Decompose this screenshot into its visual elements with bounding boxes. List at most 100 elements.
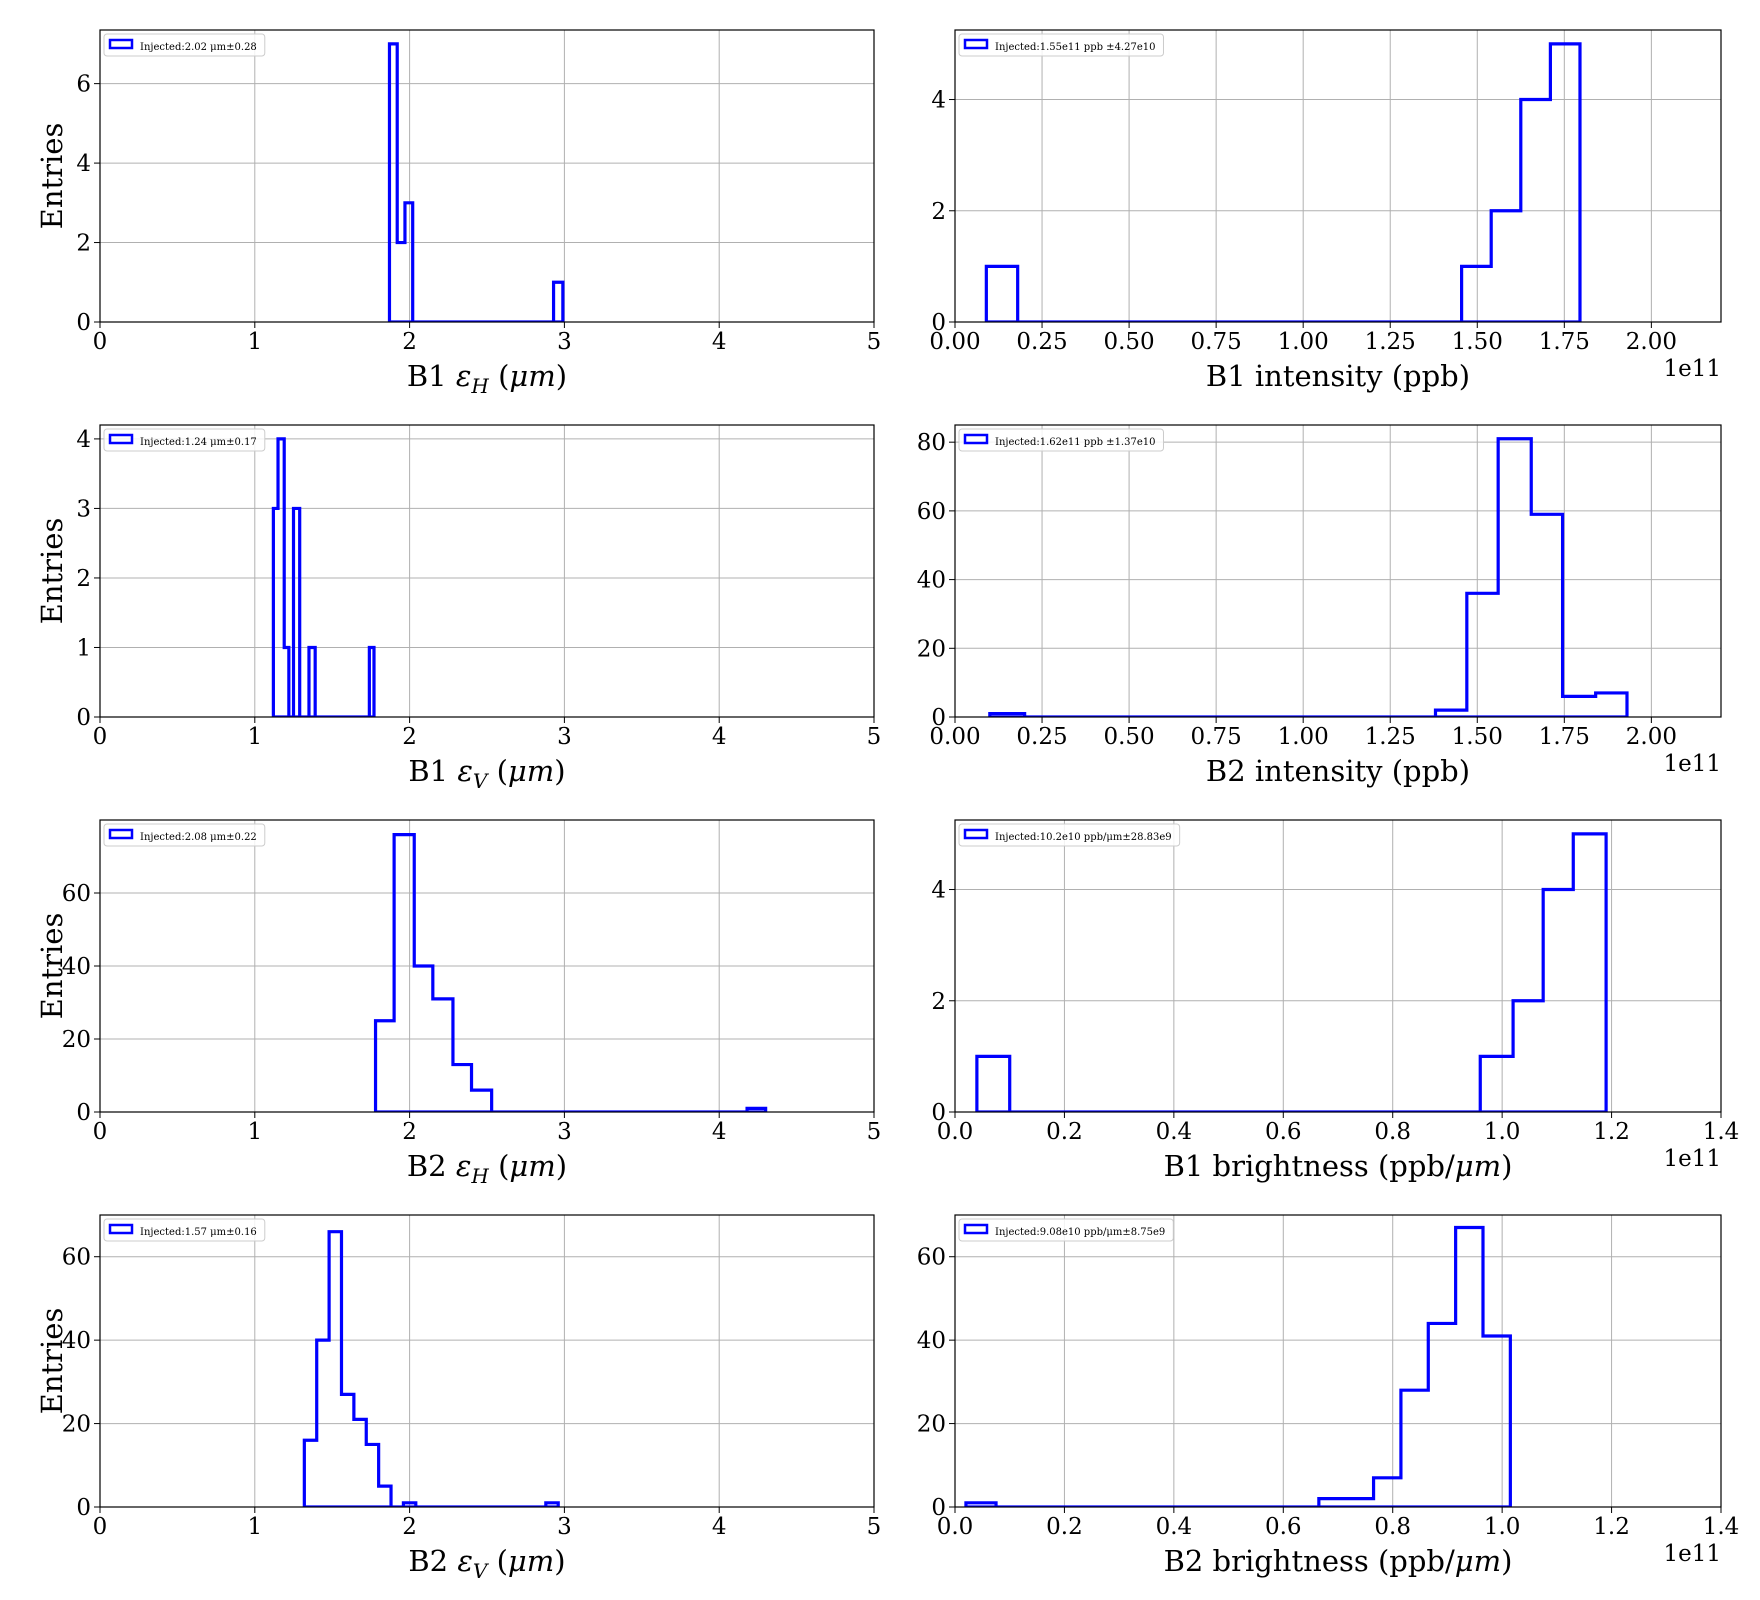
- y-tick-label: 20: [62, 1412, 91, 1438]
- legend: Injected:10.2e10 ppb/μm±28.83e9: [958, 823, 1181, 847]
- histogram-panel: 0.0 0.2 0.4 0.6 0.8 1.0 1.2 1.4 0 20 40 60 B2 bright…: [917, 1214, 1740, 1578]
- x-tick-label: 3: [557, 1514, 572, 1540]
- x-tick-label: 2.00: [1626, 724, 1677, 750]
- legend: Injected:1.57 μm±0.16: [103, 1218, 266, 1242]
- axes-frame: [99, 29, 875, 323]
- axes-frame: [99, 1214, 875, 1508]
- legend-entry-label: Injected:2.08 μm±0.22: [140, 832, 257, 843]
- x-axis-label: B1 intensity (ppb): [1206, 359, 1470, 393]
- x-tick-label: 4: [712, 329, 727, 355]
- x-tick-label: 0.00: [929, 724, 980, 750]
- legend: Injected:1.62e11 ppb ±1.37e10: [958, 428, 1164, 452]
- x-tick-label: 0.25: [1016, 724, 1067, 750]
- x-tick-label: 5: [867, 1119, 882, 1145]
- y-axis-label: Entries: [35, 1308, 69, 1415]
- x-tick-label: 1.50: [1452, 329, 1503, 355]
- x-tick-label: 0.6: [1265, 1119, 1302, 1145]
- x-axis-label: B2 intensity (ppb): [1206, 754, 1470, 788]
- legend-entry-label: Injected:1.62e11 ppb ±1.37e10: [995, 437, 1155, 448]
- legend-box: [103, 823, 266, 847]
- legend-box: [958, 428, 1164, 452]
- y-tick-label: 60: [917, 1245, 946, 1271]
- x-axis-label: B2 brightness (ppb/μm): [1164, 1544, 1513, 1578]
- x-tick-label: 0.0: [937, 1119, 974, 1145]
- x-tick-label: 2.00: [1626, 329, 1677, 355]
- axis-offset-text: 1e11: [1663, 1146, 1721, 1172]
- histogram-bars: [271, 437, 376, 717]
- y-tick-label: 0: [76, 705, 91, 731]
- legend-swatch: [963, 433, 989, 445]
- legend-entry-label: Injected:9.08e10 ppb/μm±8.75e9: [995, 1227, 1165, 1238]
- legend-swatch: [963, 38, 989, 50]
- x-axis-label: B1 εH (μm): [407, 359, 567, 398]
- x-tick-label: 1: [247, 724, 262, 750]
- y-tick-label: 40: [62, 1328, 91, 1354]
- legend-box: [103, 33, 266, 57]
- x-tick-label: 0.2: [1046, 1514, 1083, 1540]
- x-tick-label: 1.75: [1539, 329, 1590, 355]
- legend-entry-label: Injected:1.24 μm±0.17: [140, 437, 257, 448]
- y-axis-label: Entries: [35, 518, 69, 625]
- x-tick-label: 0.75: [1191, 724, 1242, 750]
- legend-swatch: [963, 828, 989, 840]
- y-tick-label: 60: [62, 881, 91, 907]
- x-axis-label: B1 brightness (ppb/μm): [1164, 1149, 1513, 1183]
- legend: Injected:2.08 μm±0.22: [103, 823, 266, 847]
- axis-offset-text: 1e11: [1663, 356, 1721, 382]
- x-tick-label: 1.2: [1593, 1514, 1630, 1540]
- axes-frame: [954, 1214, 1722, 1508]
- x-tick-label: 0.0: [937, 1514, 974, 1540]
- x-tick-label: 5: [867, 329, 882, 355]
- y-tick-label: 60: [62, 1245, 91, 1271]
- x-tick-label: 0.8: [1374, 1119, 1411, 1145]
- axes-frame: [99, 424, 875, 718]
- y-tick-label: 1: [76, 635, 91, 661]
- legend-entry-label: Injected:1.57 μm±0.16: [140, 1227, 257, 1238]
- y-tick-label: 2: [931, 989, 946, 1015]
- histogram-bars: [387, 42, 565, 322]
- x-tick-label: 1.4: [1703, 1514, 1740, 1540]
- x-tick-label: 1.75: [1539, 724, 1590, 750]
- axes-frame: [954, 819, 1722, 1113]
- y-tick-label: 0: [76, 310, 91, 336]
- y-tick-label: 6: [76, 72, 91, 98]
- legend: Injected:1.55e11 ppb ±4.27e10: [958, 33, 1164, 57]
- histogram-bars: [975, 832, 1608, 1112]
- x-tick-label: 5: [867, 724, 882, 750]
- histogram-panel: 0 1 2 3 4 5 0 20 40 60 B2 εV (μm) Entries Injected:1…: [35, 1214, 881, 1583]
- histogram-panel: 0 1 2 3 4 5 0 20 40 60 B2 εH (μm) Entries Injected:2…: [35, 819, 882, 1188]
- x-tick-label: 1.0: [1484, 1119, 1521, 1145]
- y-tick-label: 20: [917, 1412, 946, 1438]
- y-tick-label: 2: [76, 566, 91, 592]
- legend-box: [103, 1218, 266, 1242]
- axes-frame: [954, 424, 1722, 718]
- y-tick-label: 2: [76, 231, 91, 257]
- y-tick-label: 80: [917, 430, 946, 456]
- y-tick-label: 20: [62, 1027, 91, 1053]
- y-tick-label: 4: [931, 88, 946, 114]
- x-tick-label: 0.25: [1016, 329, 1067, 355]
- x-tick-label: 4: [712, 724, 727, 750]
- axes-frame: [954, 29, 1722, 323]
- x-tick-label: 1.4: [1703, 1119, 1740, 1145]
- x-tick-label: 1.0: [1484, 1514, 1521, 1540]
- x-tick-label: 0.4: [1156, 1119, 1193, 1145]
- x-tick-label: 0.4: [1156, 1514, 1193, 1540]
- histogram-bars: [984, 42, 1582, 322]
- x-tick-label: 1.50: [1452, 724, 1503, 750]
- y-tick-label: 4: [76, 151, 91, 177]
- legend-box: [958, 1218, 1174, 1242]
- y-tick-label: 0: [931, 1495, 946, 1521]
- x-tick-label: 1: [247, 1514, 262, 1540]
- y-axis-label: Entries: [35, 123, 69, 230]
- y-tick-label: 0: [931, 310, 946, 336]
- x-tick-label: 3: [557, 1119, 572, 1145]
- x-axis-label: B1 εV (μm): [408, 754, 565, 793]
- x-tick-label: 0.50: [1103, 724, 1154, 750]
- y-tick-label: 40: [62, 954, 91, 980]
- x-axis-label: B2 εV (μm): [408, 1544, 565, 1583]
- histogram-panel: 0 1 2 3 4 5 0 1 2 3 4 B1 εV (μm) Entries Injected:1.2…: [35, 424, 882, 793]
- x-tick-label: 1.25: [1365, 329, 1416, 355]
- histogram-panel: 0.00 0.25 0.50 0.75 1.00 1.25 1.50 1.75 2.00 0 2 4 B…: [929, 29, 1722, 393]
- x-tick-label: 1: [247, 329, 262, 355]
